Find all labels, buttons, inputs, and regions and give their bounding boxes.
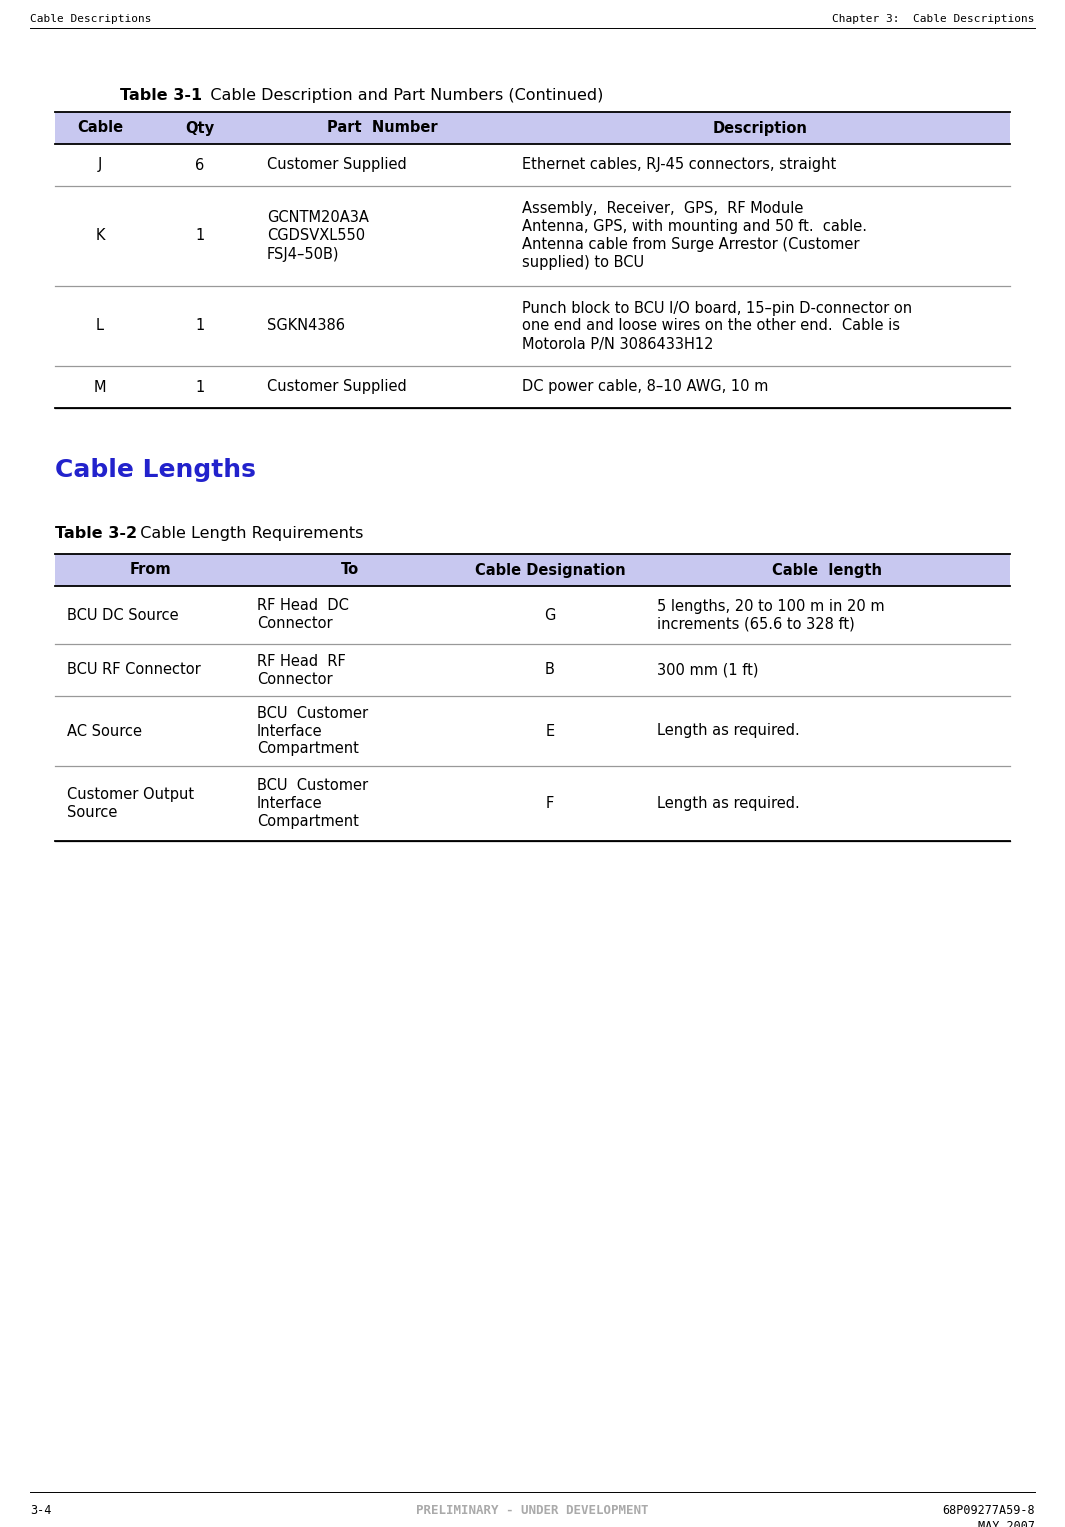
Text: RF Head  DC: RF Head DC [257,599,349,614]
Text: Length as required.: Length as required. [657,724,800,739]
Text: K: K [95,229,104,243]
Text: B: B [545,663,555,678]
Text: Part  Number: Part Number [327,121,438,136]
Text: Source: Source [67,805,117,820]
Text: 3-4: 3-4 [30,1504,51,1516]
Text: Cable Length Requirements: Cable Length Requirements [130,525,363,541]
Text: Interface: Interface [257,796,323,811]
Text: AC Source: AC Source [67,724,142,739]
Text: Customer Supplied: Customer Supplied [267,380,407,394]
Text: 1: 1 [195,229,204,243]
Text: From: From [129,562,170,577]
Text: BCU  Customer: BCU Customer [257,705,368,721]
Text: Description: Description [712,121,807,136]
Text: BCU DC Source: BCU DC Source [67,608,179,623]
Text: Table 3-1: Table 3-1 [120,89,202,102]
Text: Connector: Connector [257,672,332,687]
Text: 6: 6 [195,157,204,173]
Text: Interface: Interface [257,724,323,739]
Text: SGKN4386: SGKN4386 [267,319,345,333]
Text: Assembly,  Receiver,  GPS,  RF Module: Assembly, Receiver, GPS, RF Module [522,202,803,217]
Bar [55,554,1010,586]
Text: DC power cable, 8–10 AWG, 10 m: DC power cable, 8–10 AWG, 10 m [522,380,768,394]
Text: Length as required.: Length as required. [657,796,800,811]
Text: Antenna cable from Surge Arrestor (Customer: Antenna cable from Surge Arrestor (Custo… [522,238,859,252]
Text: MAY 2007: MAY 2007 [978,1519,1035,1527]
Text: Customer Output: Customer Output [67,786,194,802]
Text: Table 3-2: Table 3-2 [55,525,137,541]
Text: 1: 1 [195,319,204,333]
Text: To: To [341,562,359,577]
Text: 68P09277A59-8: 68P09277A59-8 [943,1504,1035,1516]
Text: Cable Lengths: Cable Lengths [55,458,256,483]
Text: 1: 1 [195,380,204,394]
Text: Ethernet cables, RJ-45 connectors, straight: Ethernet cables, RJ-45 connectors, strai… [522,157,836,173]
Text: Compartment: Compartment [257,742,359,756]
Text: M: M [94,380,107,394]
Text: Cable: Cable [77,121,124,136]
Bar [55,111,1010,144]
Text: Chapter 3:  Cable Descriptions: Chapter 3: Cable Descriptions [833,14,1035,24]
Text: Connector: Connector [257,617,332,632]
Text: PRELIMINARY - UNDER DEVELOPMENT: PRELIMINARY - UNDER DEVELOPMENT [415,1504,649,1516]
Text: Customer Supplied: Customer Supplied [267,157,407,173]
Text: RF Head  RF: RF Head RF [257,654,346,669]
Text: F: F [546,796,554,811]
Text: one end and loose wires on the other end.  Cable is: one end and loose wires on the other end… [522,319,900,333]
Text: E: E [545,724,555,739]
Text: CGDSVXL550: CGDSVXL550 [267,229,365,243]
Text: Cable Designation: Cable Designation [475,562,625,577]
Text: Cable Description and Part Numbers (Continued): Cable Description and Part Numbers (Cont… [195,89,604,102]
Text: Punch block to BCU I/O board, 15–pin D-connector on: Punch block to BCU I/O board, 15–pin D-c… [522,301,912,316]
Text: L: L [96,319,104,333]
Text: FSJ4–50B): FSJ4–50B) [267,246,340,261]
Text: J: J [98,157,102,173]
Text: BCU  Customer: BCU Customer [257,777,368,793]
Text: Compartment: Compartment [257,814,359,829]
Text: Qty: Qty [185,121,214,136]
Text: supplied) to BCU: supplied) to BCU [522,255,644,270]
Text: Cable  length: Cable length [772,562,883,577]
Text: BCU RF Connector: BCU RF Connector [67,663,200,678]
Text: Motorola P/N 3086433H12: Motorola P/N 3086433H12 [522,336,714,351]
Text: G: G [544,608,556,623]
Text: 5 lengths, 20 to 100 m in 20 m: 5 lengths, 20 to 100 m in 20 m [657,599,885,614]
Text: 300 mm (1 ft): 300 mm (1 ft) [657,663,758,678]
Text: GCNTM20A3A: GCNTM20A3A [267,211,368,226]
Text: increments (65.6 to 328 ft): increments (65.6 to 328 ft) [657,617,855,632]
Text: Cable Descriptions: Cable Descriptions [30,14,151,24]
Text: Antenna, GPS, with mounting and 50 ft.  cable.: Antenna, GPS, with mounting and 50 ft. c… [522,220,867,235]
